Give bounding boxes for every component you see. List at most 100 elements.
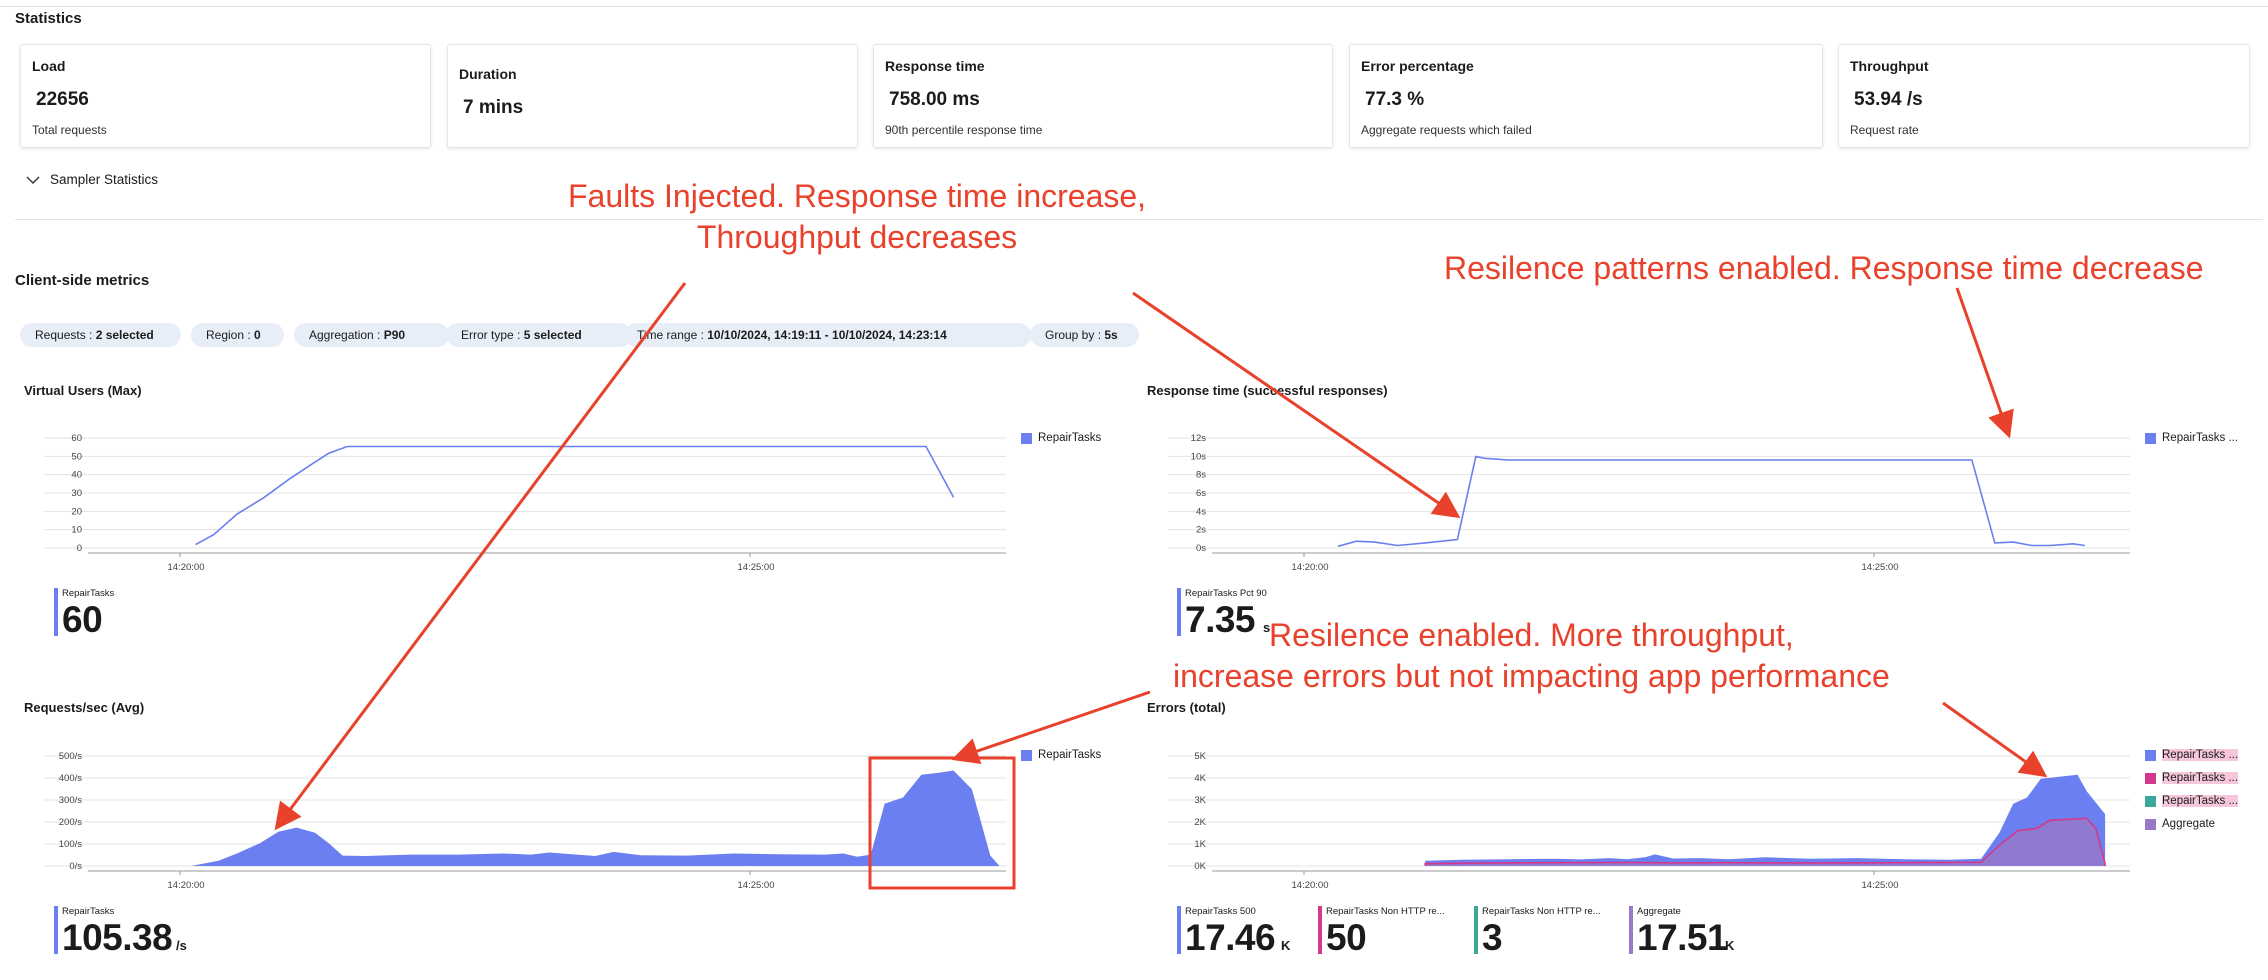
legend-label: RepairTasks xyxy=(1038,749,1102,761)
annotation-arrow xyxy=(1955,287,2014,439)
legend-item[interactable]: RepairTasks ... xyxy=(2145,432,2238,444)
legend-swatch xyxy=(2145,432,2156,444)
filter-value: P90 xyxy=(383,328,406,342)
stat-sub: Request rate xyxy=(1850,123,1919,137)
x-tick-label: 14:25:00 xyxy=(1862,880,1899,891)
x-tick-label: 14:20:00 xyxy=(1292,562,1329,573)
series-area xyxy=(1425,818,2106,866)
legend-swatch xyxy=(1021,749,1032,761)
y-tick-label: 5K xyxy=(1194,751,1206,762)
stat-label: Load xyxy=(32,58,66,74)
metric-value: 17.46 xyxy=(1185,917,1276,958)
filter-value: 2 selected xyxy=(95,328,154,342)
y-tick-label: 3K xyxy=(1194,795,1206,806)
filter-time-range[interactable]: Time range : 10/10/2024, 14:19:11 - 10/1… xyxy=(625,323,1031,347)
legend-item[interactable]: RepairTasks xyxy=(1021,749,1101,761)
y-tick-label: 1K xyxy=(1194,839,1206,850)
metric-bar xyxy=(1629,906,1633,954)
y-tick-label: 100/s xyxy=(59,839,82,850)
metric-label: RepairTasks xyxy=(62,588,115,599)
metric-value: 50 xyxy=(1326,917,1367,958)
metric-unit: K xyxy=(1281,938,1291,953)
annotation-line: Resilence enabled. More throughput, xyxy=(1269,617,1794,653)
y-tick-label: 4s xyxy=(1196,506,1206,517)
annotation-line: Resilence patterns enabled. Response tim… xyxy=(1444,250,2204,286)
annotation-faults-injected: Faults Injected. Response time increase,… xyxy=(568,176,1146,258)
requests-sec-chart: 0/s 100/s 200/s 300/s 400/s 500/s 14:20:00 14:2… xyxy=(44,751,1006,891)
y-tick-label: 40 xyxy=(71,470,82,481)
legend-swatch xyxy=(2145,749,2156,761)
legend-label: RepairTasks ... xyxy=(2162,749,2239,761)
series-area xyxy=(191,770,1000,866)
legend-label: RepairTasks ... xyxy=(2162,432,2239,444)
y-tick-label: 2s xyxy=(1196,525,1206,536)
stat-card-error-percentage: Error percentage 77.3 % Aggregate reques… xyxy=(1349,44,1823,148)
legend-item[interactable]: RepairTasks ... xyxy=(2145,772,2239,784)
y-tick-label: 400/s xyxy=(59,773,82,784)
filter-group-by[interactable]: Group by : 5s xyxy=(1030,323,1139,347)
legend-item[interactable]: RepairTasks ... xyxy=(2145,749,2239,761)
annotation-line: Faults Injected. Response time increase, xyxy=(568,178,1147,214)
x-tick-label: 14:25:00 xyxy=(738,880,775,891)
statistics-title: Statistics xyxy=(15,10,82,27)
annotation-resilience-patterns: Resilence patterns enabled. Response tim… xyxy=(1444,248,2204,289)
chart-title-requests-sec: Requests/sec (Avg) xyxy=(24,700,145,715)
metric-bar xyxy=(1177,588,1181,636)
legend-label: Aggregate xyxy=(2162,818,2216,830)
legend-swatch xyxy=(2145,818,2156,830)
chart-title-errors: Errors (total) xyxy=(1147,700,1226,715)
x-tick-label: 14:20:00 xyxy=(168,880,205,891)
legend-label: RepairTasks ... xyxy=(2162,772,2239,784)
y-tick-label: 300/s xyxy=(59,795,82,806)
filter-key: Region : xyxy=(206,328,255,342)
metric-bar xyxy=(1318,906,1322,954)
stat-value: 53.94 /s xyxy=(1854,89,1923,110)
virtual-users-chart: 0 10 20 30 40 50 60 14:20:00 14:25:00 xyxy=(44,433,1006,573)
stat-value: 22656 xyxy=(36,89,89,110)
filter-requests[interactable]: Requests : 2 selected xyxy=(20,323,181,347)
y-tick-label: 2K xyxy=(1194,817,1206,828)
x-tick-label: 14:25:00 xyxy=(738,562,775,573)
filter-region[interactable]: Region : 0 xyxy=(191,323,284,347)
stat-label: Throughput xyxy=(1850,58,1929,74)
sampler-statistics-toggle[interactable]: Sampler Statistics xyxy=(26,172,158,187)
metric-label: RepairTasks Non HTTP re... xyxy=(1482,906,1601,917)
stat-label: Duration xyxy=(459,66,517,82)
stat-label: Error percentage xyxy=(1361,58,1474,74)
stat-card-throughput: Throughput 53.94 /s Request rate xyxy=(1838,44,2250,148)
series-line xyxy=(1337,455,2086,548)
filter-aggregation[interactable]: Aggregation : P90 xyxy=(294,323,449,347)
filter-key: Time range : xyxy=(637,328,708,342)
stat-card-response-time: Response time 758.00 ms 90th percentile … xyxy=(873,44,1333,148)
legend-item[interactable]: RepairTasks ... xyxy=(2145,795,2239,807)
legend-item[interactable]: Aggregate xyxy=(2145,818,2215,830)
y-tick-label: 4K xyxy=(1194,773,1206,784)
y-tick-label: 200/s xyxy=(59,817,82,828)
metric-label: RepairTasks Non HTTP re... xyxy=(1326,906,1445,917)
y-tick-label: 60 xyxy=(71,433,82,444)
series-line xyxy=(1424,817,2106,866)
y-tick-label: 0s xyxy=(1196,543,1206,554)
stat-sub: 90th percentile response time xyxy=(885,123,1043,137)
x-tick-label: 14:25:00 xyxy=(1862,562,1899,573)
filter-value: 10/10/2024, 14:19:11 - 10/10/2024, 14:23… xyxy=(707,328,947,342)
metric-bar xyxy=(1474,906,1478,954)
metric-label: RepairTasks 500 xyxy=(1185,906,1256,917)
y-tick-label: 6s xyxy=(1196,488,1206,499)
metric-value: 3 xyxy=(1482,917,1503,958)
metric-value: 7.35 xyxy=(1185,599,1256,640)
y-tick-label: 0K xyxy=(1194,861,1206,872)
metric-value: 17.51 xyxy=(1637,917,1728,958)
legend-label: RepairTasks ... xyxy=(2162,795,2239,807)
y-tick-label: 500/s xyxy=(59,751,82,762)
stat-value: 7 mins xyxy=(463,97,524,118)
y-tick-label: 12s xyxy=(1191,433,1207,444)
filter-error-type[interactable]: Error type : 5 selected xyxy=(446,323,632,347)
filter-key: Error type : xyxy=(461,328,524,342)
y-tick-label: 30 xyxy=(71,488,82,499)
legend-swatch xyxy=(2145,795,2156,807)
annotation-resilience-enabled: Resilence enabled. More throughput, incr… xyxy=(1173,615,1890,697)
legend-item[interactable]: RepairTasks xyxy=(1021,432,1101,444)
metric-value: 105.38 xyxy=(62,917,173,958)
legend-swatch xyxy=(1021,432,1032,444)
